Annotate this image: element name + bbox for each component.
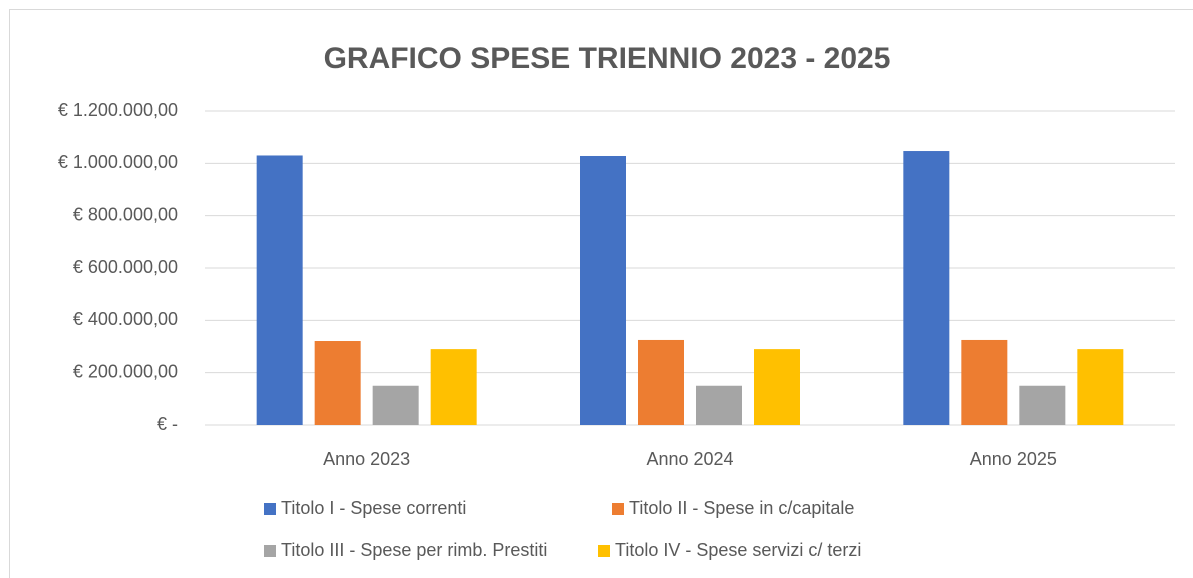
y-tick-label: € 200.000,00 xyxy=(73,361,178,381)
legend-label: Titolo III - Spese per rimb. Prestiti xyxy=(281,540,547,560)
bar xyxy=(256,155,303,425)
bar xyxy=(430,349,477,425)
legend-swatch xyxy=(264,503,276,515)
y-tick-label: € 800.000,00 xyxy=(73,204,178,224)
y-tick-label: € 1.000.000,00 xyxy=(58,152,178,172)
bar xyxy=(961,339,1008,425)
legend-label: Titolo II - Spese in c/capitale xyxy=(629,498,854,518)
bar xyxy=(903,151,950,425)
bar xyxy=(580,156,626,426)
bar xyxy=(1019,385,1066,425)
legend-swatch xyxy=(264,545,276,557)
x-tick-label: Anno 2023 xyxy=(323,449,410,469)
y-tick-label: € 600.000,00 xyxy=(73,257,178,277)
bar xyxy=(696,385,742,425)
legend-label: Titolo IV - Spese servizi c/ terzi xyxy=(615,540,861,560)
legend-swatch xyxy=(612,503,624,515)
bar xyxy=(372,385,419,425)
x-tick-label: Anno 2024 xyxy=(646,449,733,469)
bar xyxy=(1077,349,1124,425)
bar xyxy=(314,341,361,425)
legend-label: Titolo I - Spese correnti xyxy=(281,498,466,518)
y-tick-label: € 1.200.000,00 xyxy=(58,100,178,120)
chart-title: GRAFICO SPESE TRIENNIO 2023 - 2025 xyxy=(324,42,891,75)
legend-swatch xyxy=(598,545,610,557)
x-tick-label: Anno 2025 xyxy=(970,449,1057,469)
y-tick-label: € 400.000,00 xyxy=(73,309,178,329)
y-tick-label: € - xyxy=(157,414,178,434)
bar xyxy=(754,349,800,425)
bar xyxy=(638,339,684,425)
